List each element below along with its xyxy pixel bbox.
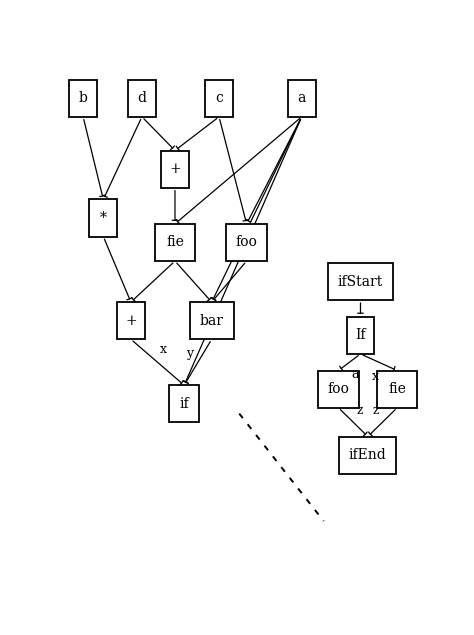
Text: *: * bbox=[100, 211, 107, 225]
FancyBboxPatch shape bbox=[90, 199, 117, 237]
Text: +: + bbox=[125, 314, 137, 328]
FancyBboxPatch shape bbox=[161, 150, 189, 188]
FancyBboxPatch shape bbox=[69, 79, 97, 117]
FancyBboxPatch shape bbox=[155, 224, 195, 261]
Text: fie: fie bbox=[166, 236, 184, 250]
Text: foo: foo bbox=[236, 236, 257, 250]
Text: foo: foo bbox=[328, 382, 349, 396]
FancyBboxPatch shape bbox=[339, 436, 396, 474]
FancyBboxPatch shape bbox=[328, 263, 393, 300]
Text: if: if bbox=[179, 397, 189, 411]
Text: +: + bbox=[169, 162, 181, 176]
Text: z: z bbox=[373, 404, 379, 417]
Text: bar: bar bbox=[200, 314, 224, 328]
FancyBboxPatch shape bbox=[318, 371, 359, 408]
FancyBboxPatch shape bbox=[288, 79, 316, 117]
Text: ifEnd: ifEnd bbox=[349, 448, 387, 462]
FancyBboxPatch shape bbox=[170, 385, 199, 422]
FancyBboxPatch shape bbox=[190, 302, 234, 339]
FancyBboxPatch shape bbox=[377, 371, 418, 408]
Text: x: x bbox=[372, 370, 379, 383]
FancyBboxPatch shape bbox=[128, 79, 156, 117]
FancyBboxPatch shape bbox=[346, 317, 374, 354]
Text: fie: fie bbox=[388, 382, 406, 396]
FancyBboxPatch shape bbox=[117, 302, 145, 339]
Text: x: x bbox=[160, 344, 167, 356]
FancyBboxPatch shape bbox=[227, 224, 267, 261]
Text: If: If bbox=[355, 328, 366, 342]
Text: a: a bbox=[298, 91, 306, 105]
Text: a: a bbox=[351, 368, 359, 382]
Text: y: y bbox=[186, 347, 193, 359]
Text: d: d bbox=[137, 91, 146, 105]
FancyBboxPatch shape bbox=[205, 79, 233, 117]
Text: b: b bbox=[79, 91, 88, 105]
Text: ifStart: ifStart bbox=[338, 274, 383, 288]
Text: c: c bbox=[215, 91, 223, 105]
Text: z: z bbox=[356, 404, 363, 417]
